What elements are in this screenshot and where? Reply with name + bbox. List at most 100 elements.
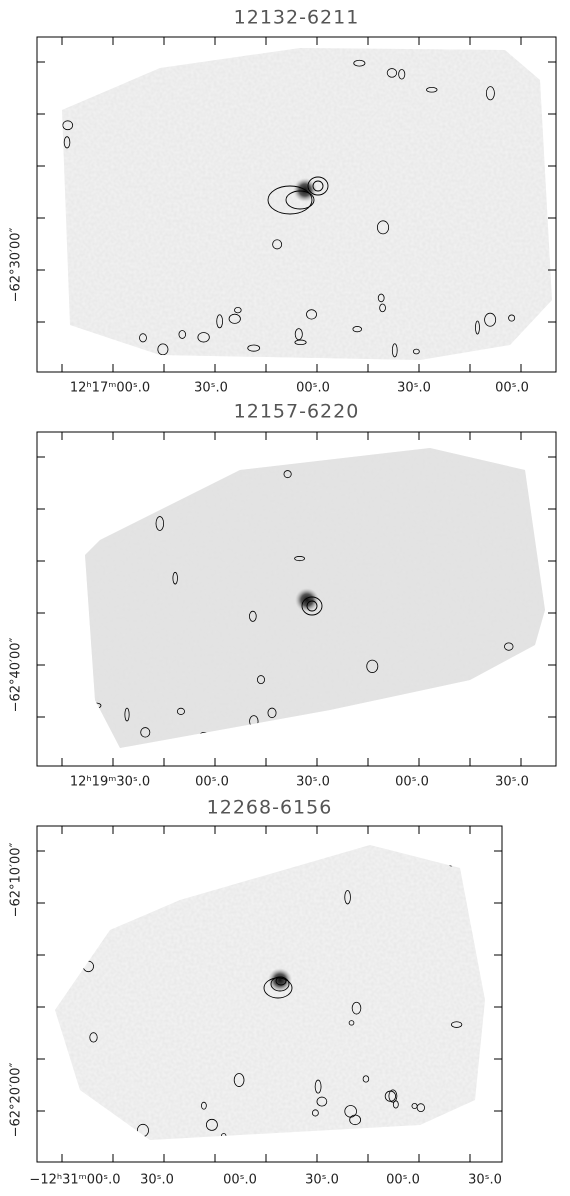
contour	[439, 712, 450, 727]
contour	[348, 1020, 355, 1026]
contour	[85, 739, 87, 745]
contour	[311, 1109, 319, 1117]
image-noise	[55, 845, 485, 1140]
contour	[233, 1073, 245, 1087]
contour	[353, 59, 366, 67]
y-tick-label: −62°10′00″	[9, 842, 24, 917]
image-noise	[62, 48, 552, 360]
x-tick-label: 00ˢ.0	[395, 775, 429, 790]
contour	[205, 1118, 218, 1131]
contour	[198, 732, 210, 740]
contour	[285, 190, 315, 210]
contour	[294, 556, 305, 562]
contour	[486, 669, 496, 684]
y-tick-label: −62°40′00″	[9, 637, 24, 712]
contour	[205, 737, 216, 748]
contour	[400, 706, 409, 714]
panel-title: 12268-6156	[207, 797, 333, 819]
x-tick-label: 30ˢ.0	[296, 775, 330, 790]
source	[295, 588, 319, 612]
contour	[69, 727, 75, 732]
contour	[316, 1096, 328, 1107]
contour	[157, 343, 169, 356]
x-tick-label: 30ˢ.0	[194, 381, 228, 396]
contour	[362, 1075, 370, 1083]
contour	[314, 1079, 322, 1094]
contour	[201, 1101, 207, 1110]
contour	[508, 314, 516, 322]
x-tick-label: 30ˢ.0	[305, 1173, 339, 1188]
contour	[256, 675, 265, 685]
contour	[444, 1125, 452, 1133]
contour	[294, 339, 307, 346]
contour	[89, 1032, 98, 1043]
contour	[307, 176, 329, 196]
x-tick-label: 30ˢ.0	[397, 381, 431, 396]
contour	[306, 309, 317, 320]
contour	[411, 1102, 418, 1110]
x-tick-label: 30ˢ.0	[495, 775, 529, 790]
contour	[74, 622, 84, 635]
contour	[412, 348, 420, 355]
contour	[345, 1133, 356, 1139]
contour	[67, 722, 72, 728]
x-tick-label: 00ˢ.0	[223, 1173, 257, 1188]
contour	[306, 600, 318, 612]
contour	[249, 610, 257, 622]
x-tick-label: 30ˢ.0	[140, 1173, 174, 1188]
contour	[475, 320, 480, 335]
contour	[344, 890, 351, 905]
contour	[312, 180, 324, 192]
panel-title: 12157-6220	[234, 401, 360, 423]
contour	[178, 330, 186, 339]
contour	[514, 714, 527, 729]
contour	[484, 312, 497, 327]
contour	[267, 185, 313, 215]
contour	[448, 859, 454, 867]
contour	[504, 642, 514, 651]
y-tick-label: −62°30′00″	[9, 227, 24, 302]
x-tick-label: 12ʰ19ᵐ30ˢ.0	[70, 775, 150, 790]
contour	[344, 1105, 357, 1118]
contour	[294, 328, 303, 341]
contour	[172, 571, 178, 585]
contour	[435, 1132, 444, 1138]
contour	[318, 726, 328, 734]
contour	[451, 1021, 463, 1028]
x-tick-label: 00ˢ.0	[386, 1173, 420, 1188]
y-tick-label: −62°20′00″	[9, 1062, 24, 1137]
contour	[485, 86, 495, 101]
contour	[301, 596, 323, 616]
contour	[155, 516, 165, 531]
contour	[216, 314, 223, 329]
contour	[351, 1001, 362, 1015]
contour	[377, 293, 385, 303]
contour	[426, 86, 438, 93]
x-tick-label: 12ʰ17ᵐ00ˢ.0	[70, 381, 150, 396]
x-tick-label: −12ʰ31ᵐ00ˢ.0	[29, 1173, 120, 1188]
contour	[488, 734, 496, 746]
contour	[275, 976, 287, 986]
contour	[456, 728, 468, 738]
contour	[366, 659, 379, 673]
contour	[272, 239, 283, 250]
panel-title: 12132-6211	[234, 7, 360, 29]
contour	[259, 1136, 265, 1140]
panel: 12132-6211 12ʰ17ᵐ00ˢ.0 30ˢ.0 00ˢ.0 30ˢ.0 00ˢ.…	[9, 7, 557, 396]
frame	[36, 36, 557, 373]
contour	[388, 1089, 398, 1103]
contour	[267, 707, 277, 719]
contour	[247, 344, 261, 352]
contour	[485, 708, 492, 719]
source	[268, 968, 292, 992]
contour	[283, 470, 292, 479]
x-tick-label: 00ˢ.0	[296, 381, 330, 396]
contour	[228, 313, 241, 324]
contour	[379, 303, 386, 313]
contour	[352, 326, 363, 333]
contour	[76, 1110, 83, 1119]
contour	[139, 333, 147, 343]
contour	[140, 727, 151, 738]
contour	[386, 68, 398, 78]
